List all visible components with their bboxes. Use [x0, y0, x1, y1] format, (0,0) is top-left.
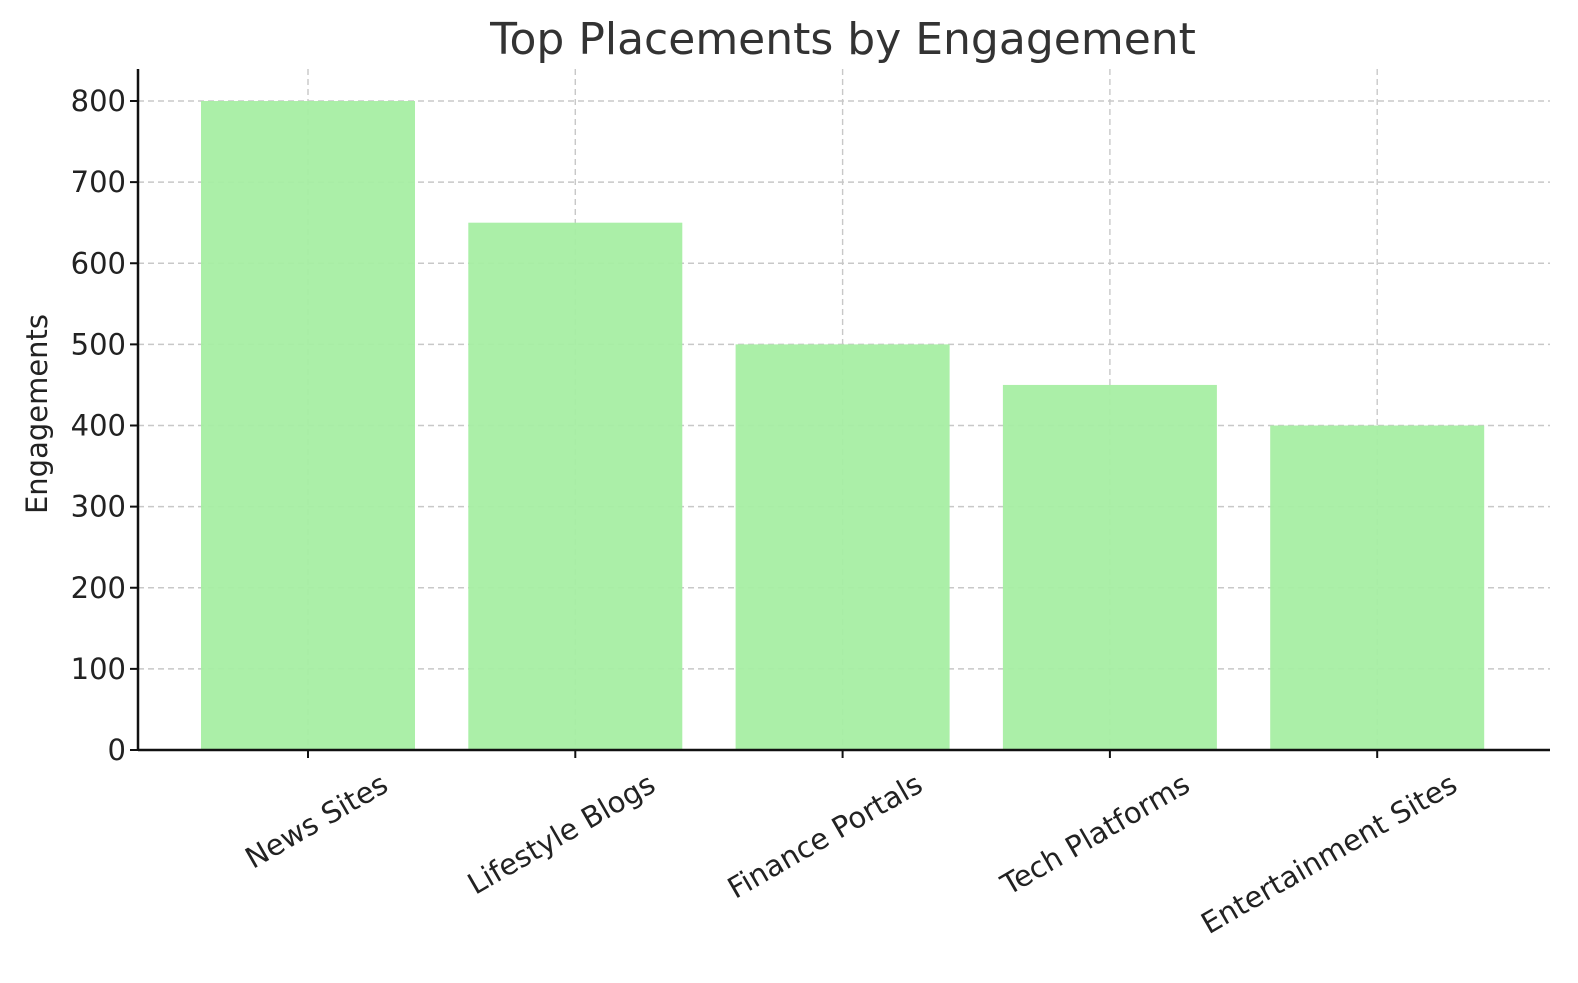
- x-tick-label: Finance Portals: [722, 767, 928, 906]
- x-tick-label: Tech Platforms: [994, 767, 1195, 903]
- y-tick-label: 800: [71, 84, 126, 118]
- bar-finance-portals: [735, 344, 950, 750]
- bar-lifestyle-blogs: [468, 222, 683, 750]
- y-tick-label: 600: [71, 246, 126, 280]
- bars-layer: [201, 101, 1485, 750]
- bar-entertainment-sites: [1270, 425, 1485, 750]
- x-tick-label: Entertainment Sites: [1195, 767, 1463, 941]
- y-tick-label: 300: [71, 490, 126, 524]
- y-tick-label: 700: [71, 165, 126, 199]
- y-tick-label: 100: [71, 652, 126, 686]
- y-tick-label: 0: [108, 733, 126, 767]
- bar-tech-platforms: [1002, 384, 1217, 750]
- y-tick-label: 200: [71, 571, 126, 605]
- y-tick-label: 500: [71, 327, 126, 361]
- x-ticks: News Sites Lifestyle Blogs Finance Portals…: [239, 750, 1463, 941]
- y-tick-label: 400: [71, 409, 126, 443]
- x-tick-label: News Sites: [239, 767, 393, 876]
- y-axis-label: Engagements: [20, 314, 54, 514]
- bar-news-sites: [201, 101, 415, 750]
- y-ticks: 0 100 200 300 400 500 600 700 800: [71, 84, 138, 767]
- chart-title: Top Placements by Engagement: [489, 14, 1196, 65]
- x-tick-label: Lifestyle Blogs: [462, 767, 661, 902]
